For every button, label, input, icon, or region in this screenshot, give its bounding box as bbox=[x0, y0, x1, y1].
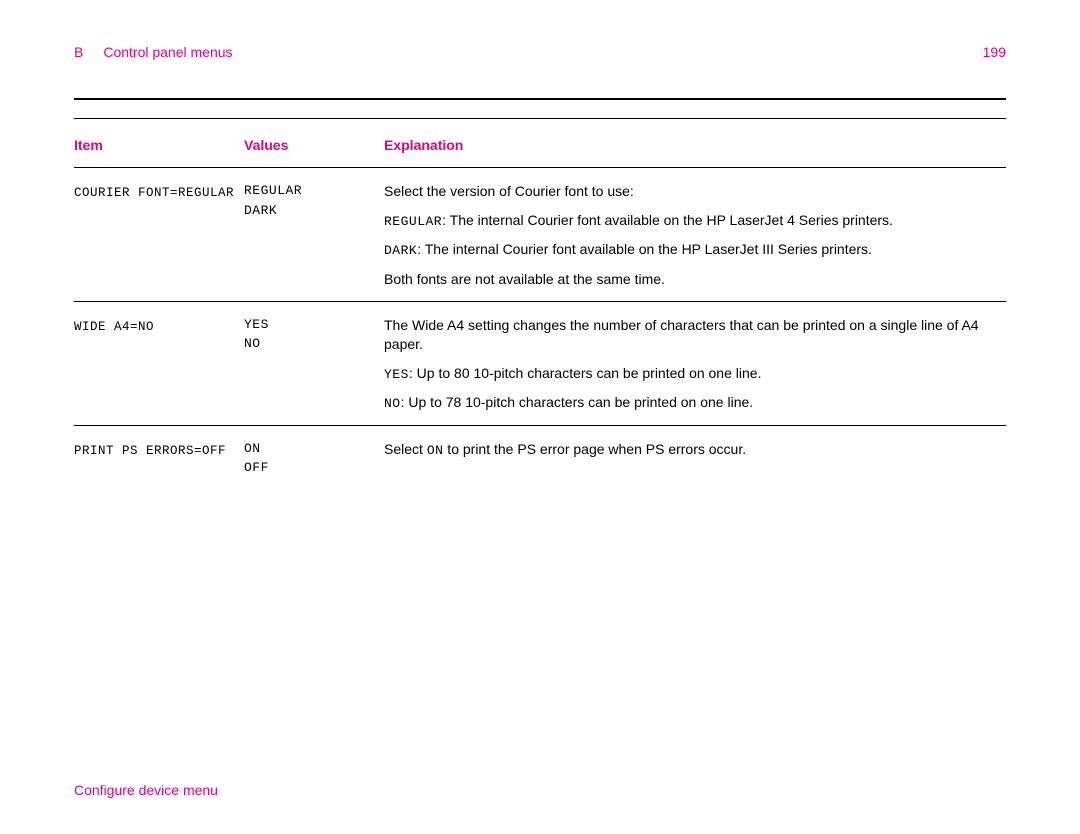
page-header: B Control panel menus 199 bbox=[74, 44, 1006, 60]
cell-values: YESNO bbox=[244, 316, 384, 413]
table-row: WIDE A4=NOYESNOThe Wide A4 setting chang… bbox=[74, 302, 1006, 426]
section-title: Control panel menus bbox=[103, 44, 232, 60]
explanation-line: YES: Up to 80 10-pitch characters can be… bbox=[384, 364, 1006, 384]
explanation-line: Select ON to print the PS error page whe… bbox=[384, 440, 1006, 460]
cell-item: WIDE A4=NO bbox=[74, 316, 244, 413]
item-code: PRINT PS ERRORS=OFF bbox=[74, 444, 226, 458]
inline-code: YES bbox=[384, 367, 409, 382]
cell-explanation: Select the version of Courier font to us… bbox=[384, 182, 1006, 289]
table-body: COURIER FONT=REGULARREGULARDARKSelect th… bbox=[74, 168, 1006, 491]
explanation-line: The Wide A4 setting changes the number o… bbox=[384, 316, 1006, 354]
value-option: ON bbox=[244, 440, 384, 458]
cell-values: REGULAR DARK bbox=[244, 182, 384, 289]
explanation-line: DARK: The internal Courier font availabl… bbox=[384, 240, 1006, 260]
value-option: OFF bbox=[244, 459, 384, 477]
table-row: COURIER FONT=REGULARREGULARDARKSelect th… bbox=[74, 168, 1006, 302]
table-row: PRINT PS ERRORS=OFFONOFFSelect ON to pri… bbox=[74, 426, 1006, 491]
cell-explanation: The Wide A4 setting changes the number o… bbox=[384, 316, 1006, 413]
item-code: COURIER FONT=REGULAR bbox=[74, 186, 234, 200]
value-option: REGULAR bbox=[244, 182, 384, 200]
page-footer: Configure device menu bbox=[74, 782, 218, 798]
cell-explanation: Select ON to print the PS error page whe… bbox=[384, 440, 1006, 479]
footer-text: Configure device menu bbox=[74, 782, 218, 798]
section-letter: B bbox=[74, 44, 83, 60]
document-page: B Control panel menus 199 Item Values Ex… bbox=[0, 0, 1080, 834]
cell-item: COURIER FONT=REGULAR bbox=[74, 182, 244, 289]
explanation-line: NO: Up to 78 10-pitch characters can be … bbox=[384, 393, 1006, 413]
cell-values: ONOFF bbox=[244, 440, 384, 479]
header-left: B Control panel menus bbox=[74, 44, 233, 60]
inline-code: ON bbox=[427, 443, 444, 458]
explanation-line: Both fonts are not available at the same… bbox=[384, 270, 1006, 289]
inline-code: REGULAR bbox=[384, 214, 442, 229]
col-header-values: Values bbox=[244, 137, 384, 153]
explanation-line: Select the version of Courier font to us… bbox=[384, 182, 1006, 201]
top-rule-thick bbox=[74, 98, 1006, 100]
item-code: WIDE A4=NO bbox=[74, 320, 154, 334]
cell-item: PRINT PS ERRORS=OFF bbox=[74, 440, 244, 479]
value-option: DARK bbox=[244, 202, 384, 220]
table-header-row: Item Values Explanation bbox=[74, 119, 1006, 168]
inline-code: NO bbox=[384, 396, 401, 411]
value-option: NO bbox=[244, 335, 384, 353]
col-header-explanation: Explanation bbox=[384, 137, 1006, 153]
explanation-line: REGULAR: The internal Courier font avail… bbox=[384, 211, 1006, 231]
value-option: YES bbox=[244, 316, 384, 334]
page-number: 199 bbox=[983, 44, 1006, 60]
inline-code: DARK bbox=[384, 243, 417, 258]
col-header-item: Item bbox=[74, 137, 244, 153]
